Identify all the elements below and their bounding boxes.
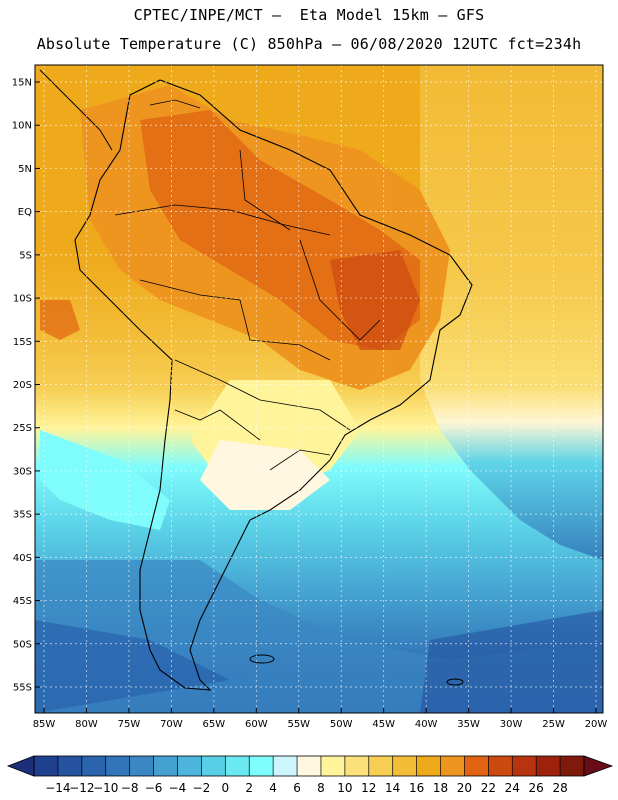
lat-label: 25S bbox=[13, 423, 32, 434]
colorbar-label: 0 bbox=[221, 781, 229, 795]
map-title-line1: CPTEC/INPE/MCT — Eta Model 15km — GFS bbox=[133, 6, 485, 24]
lat-label: 15N bbox=[12, 78, 32, 89]
lat-label: 45S bbox=[13, 596, 32, 607]
graticule bbox=[35, 65, 603, 713]
coastline-caribbean bbox=[149, 99, 201, 109]
colorbar-label: −10 bbox=[93, 781, 118, 795]
falkland-islands bbox=[249, 654, 275, 664]
lon-label: 80W bbox=[75, 719, 98, 730]
colorbar-label: 24 bbox=[505, 781, 520, 795]
colorbar-label: 2 bbox=[245, 781, 253, 795]
colorbar-segment bbox=[34, 756, 59, 776]
lat-label: 40S bbox=[13, 553, 32, 564]
lon-label: 25W bbox=[542, 719, 565, 730]
colorbar-label: −12 bbox=[69, 781, 94, 795]
colorbar-label: −14 bbox=[45, 781, 70, 795]
colorbar-label: 6 bbox=[293, 781, 301, 795]
colorbar: −14−12−10 −8 −6 −4 −2 0 2 4 6 8 10 12 14 16 18 20 22 24 26… bbox=[6, 755, 614, 795]
lat-label: 30S bbox=[13, 466, 32, 477]
colorbar-segment bbox=[416, 756, 441, 776]
colorbar-segment bbox=[440, 756, 465, 776]
lon-label: 75W bbox=[118, 719, 141, 730]
colorbar-segment bbox=[392, 756, 417, 776]
colorbar-over-arrow bbox=[583, 755, 614, 777]
colorbar-segment bbox=[560, 756, 585, 776]
colorbar-segment bbox=[488, 756, 513, 776]
coastline-south-america bbox=[74, 79, 473, 691]
lat-label: 50S bbox=[13, 639, 32, 650]
lat-label: 5S bbox=[19, 250, 32, 261]
colorbar-label: −4 bbox=[169, 781, 187, 795]
colorbar-segment bbox=[177, 756, 202, 776]
colorbar-label: −6 bbox=[145, 781, 163, 795]
map-title-line2: Absolute Temperature (C) 850hPa — 06/08/… bbox=[36, 35, 582, 53]
colorbar-label: 28 bbox=[552, 781, 567, 795]
colorbar-label: 14 bbox=[385, 781, 400, 795]
lon-label: 20W bbox=[585, 719, 608, 730]
colorbar-label: 22 bbox=[481, 781, 496, 795]
lat-label: 55S bbox=[13, 683, 32, 694]
colorbar-segment bbox=[344, 756, 370, 776]
colorbar-label: 12 bbox=[361, 781, 376, 795]
lat-label: 20S bbox=[13, 380, 32, 391]
colorbar-label: 10 bbox=[337, 781, 352, 795]
colorbar-segment bbox=[512, 756, 537, 776]
colorbar-label: 4 bbox=[269, 781, 277, 795]
colorbar-segment bbox=[153, 756, 178, 776]
south-georgia bbox=[446, 678, 464, 686]
lat-label: 10S bbox=[13, 294, 32, 305]
lat-label: EQ bbox=[18, 207, 32, 218]
lat-label: 5N bbox=[18, 164, 32, 175]
colorbar-label: 20 bbox=[457, 781, 472, 795]
lon-label: 40W bbox=[415, 719, 438, 730]
lon-label: 70W bbox=[160, 719, 183, 730]
colorbar-under-arrow bbox=[6, 755, 35, 777]
lon-label: 65W bbox=[203, 719, 226, 730]
colorbar-segment bbox=[57, 756, 83, 776]
colorbar-label: 8 bbox=[317, 781, 325, 795]
lon-label: 35W bbox=[457, 719, 480, 730]
colorbar-segment bbox=[225, 756, 250, 776]
lon-label: 85W bbox=[33, 719, 56, 730]
colorbar-segment bbox=[464, 756, 489, 776]
colorbar-label: −8 bbox=[121, 781, 139, 795]
lon-label: 60W bbox=[245, 719, 268, 730]
colorbar-label: −2 bbox=[193, 781, 211, 795]
colorbar-label: 16 bbox=[409, 781, 424, 795]
lon-label: 30W bbox=[500, 719, 523, 730]
colorbar-segment bbox=[201, 756, 226, 776]
lat-label: 10N bbox=[12, 121, 32, 132]
colorbar-label: 18 bbox=[433, 781, 448, 795]
colorbar-frame bbox=[33, 755, 585, 777]
country-borders bbox=[114, 149, 381, 471]
colorbar-segment bbox=[297, 756, 322, 776]
lon-label: 55W bbox=[287, 719, 310, 730]
colorbar-segment bbox=[320, 756, 346, 776]
lat-label: 35S bbox=[13, 510, 32, 521]
lat-label: 15S bbox=[13, 337, 32, 348]
colorbar-segment bbox=[368, 756, 393, 776]
colorbar-segment bbox=[273, 756, 298, 776]
temperature-field bbox=[35, 65, 603, 713]
colorbar-label: 26 bbox=[529, 781, 544, 795]
colorbar-segment bbox=[105, 756, 130, 776]
axis-ticks: 15N 10N 5N EQ 5S 10S 15S 20S 25S 30S 35S 40S 45S 50S 5… bbox=[12, 78, 608, 731]
colorbar-segment bbox=[81, 756, 107, 776]
lon-label: 45W bbox=[372, 719, 395, 730]
coastline-central-america bbox=[39, 69, 113, 151]
map-frame bbox=[34, 64, 604, 714]
lon-label: 50W bbox=[330, 719, 353, 730]
colorbar-segment bbox=[249, 756, 274, 776]
colorbar-segment bbox=[129, 756, 154, 776]
colorbar-segment bbox=[536, 756, 561, 776]
